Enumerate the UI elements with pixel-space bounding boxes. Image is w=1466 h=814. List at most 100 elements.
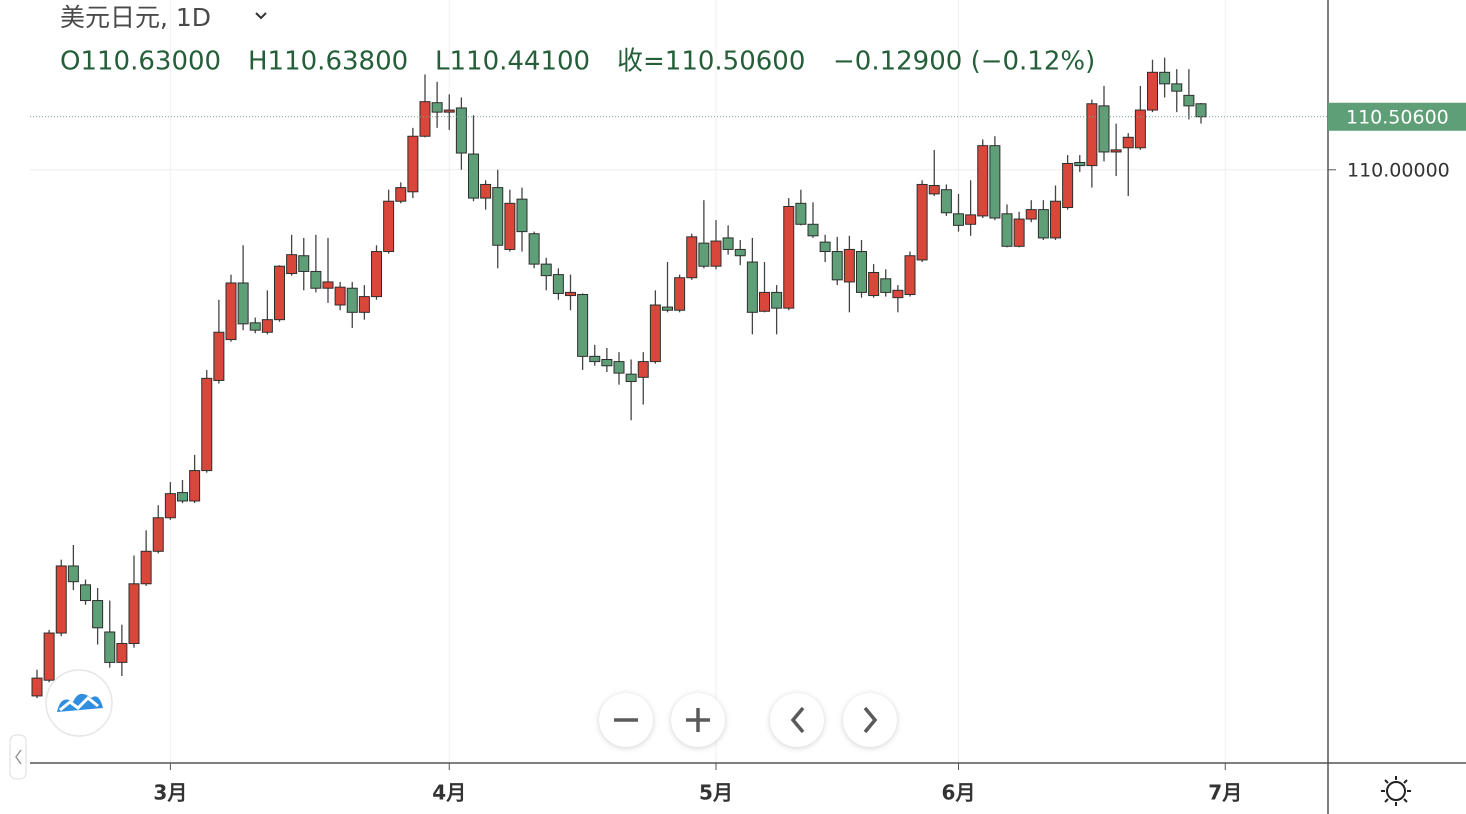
candle-body	[80, 584, 91, 602]
candle-body	[443, 109, 455, 113]
candle-body	[310, 270, 322, 289]
candle-body	[892, 289, 904, 299]
candle-body	[383, 200, 395, 253]
logo[interactable]	[45, 669, 113, 737]
candle-body	[358, 296, 370, 313]
ohlc-label: H110.63800	[248, 47, 408, 77]
candle-body	[1050, 200, 1061, 239]
collapse-tab[interactable]	[9, 734, 27, 780]
candle-body	[625, 373, 637, 382]
candle-body	[1171, 83, 1183, 92]
candle-body	[1074, 161, 1086, 167]
candle-body	[880, 278, 892, 293]
candle-body	[856, 251, 867, 293]
candle-body	[116, 643, 128, 663]
title-chevron[interactable]	[255, 12, 267, 20]
candle-body	[953, 213, 964, 226]
candle-body	[92, 600, 104, 629]
candle-body	[965, 214, 977, 225]
candle-body	[868, 272, 880, 297]
candle-body	[807, 223, 819, 237]
candle-body	[783, 205, 795, 309]
scroll-right-button[interactable]	[843, 693, 897, 747]
candle-body	[1183, 94, 1195, 107]
x-tick-label: 4月	[432, 781, 466, 805]
candle-body	[1195, 103, 1207, 118]
ohlc-label: −0.12900 (−0.12%)	[833, 47, 1095, 77]
candle-body	[552, 274, 564, 294]
candle-body	[213, 331, 225, 381]
candle-body	[31, 677, 43, 697]
zoom-in-button[interactable]	[671, 693, 725, 747]
candle-body	[201, 377, 213, 472]
candle-body	[819, 241, 831, 253]
candle-body	[686, 236, 698, 279]
candle-body	[152, 517, 164, 552]
candle-body	[565, 291, 576, 297]
y-tick-label: 110.00000	[1347, 159, 1450, 181]
candle-body	[577, 294, 589, 357]
candle-body	[746, 261, 758, 313]
candle-body	[1001, 213, 1013, 247]
settings-button[interactable]	[1381, 776, 1411, 806]
candle-body	[989, 145, 1001, 219]
chart-title: 美元日元, 1D	[60, 3, 211, 32]
candle-body	[346, 287, 358, 313]
candle-body	[540, 263, 552, 277]
candle-body	[710, 240, 722, 267]
candle-body	[504, 202, 516, 250]
candle-body	[662, 306, 673, 311]
candle-body	[1134, 109, 1146, 149]
candle-body	[601, 358, 613, 367]
candle-body	[164, 493, 176, 519]
candle-body	[1147, 71, 1158, 111]
candle-body	[722, 237, 734, 250]
candle-body	[795, 202, 807, 225]
candle-body	[1025, 209, 1037, 220]
candle-body	[698, 242, 710, 267]
candle-body	[55, 565, 67, 634]
candle-body	[468, 153, 479, 199]
candle-body	[904, 255, 916, 296]
candle-body	[916, 183, 928, 261]
candle-body	[407, 135, 419, 193]
candle-body	[286, 254, 298, 275]
candle-body	[177, 492, 188, 502]
candle-body	[298, 255, 310, 272]
candle-body	[1086, 103, 1098, 167]
candle-body	[371, 251, 382, 298]
candle-body	[637, 361, 649, 378]
candle-body	[334, 286, 346, 306]
x-tick-label: 6月	[942, 781, 976, 805]
candle-body	[1110, 149, 1122, 153]
candle-body	[67, 565, 79, 583]
zoom-out-button[interactable]	[599, 693, 653, 747]
scroll-left-button[interactable]	[770, 693, 824, 747]
candle-body	[528, 233, 540, 265]
candle-body	[977, 145, 989, 217]
candle-body	[431, 102, 443, 113]
ohlc-legend: O110.63000 H110.63800 L110.44100 收=110.5060…	[60, 47, 1095, 77]
candle-body	[759, 291, 770, 312]
candle-body	[516, 198, 528, 233]
candles	[30, 57, 1328, 699]
candle-body	[480, 183, 492, 199]
candle-body	[274, 265, 285, 321]
candle-body	[674, 277, 686, 311]
candle-body	[940, 189, 952, 214]
candle-body	[613, 361, 625, 374]
candle-body	[43, 632, 55, 681]
candle-body	[831, 251, 843, 281]
last-price-box	[1328, 102, 1466, 131]
candle-body	[1037, 209, 1049, 239]
x-tick-label: 3月	[153, 781, 187, 805]
candle-body	[492, 187, 504, 246]
candle-body	[1013, 218, 1025, 247]
candle-body	[843, 248, 855, 283]
axes: 110.00000 3月 4月 5月 6月 7月 110.50600	[153, 102, 1466, 805]
candle-body	[140, 550, 152, 585]
candle-body	[1159, 71, 1171, 85]
candle-body	[734, 248, 746, 257]
candle-body	[322, 281, 334, 289]
